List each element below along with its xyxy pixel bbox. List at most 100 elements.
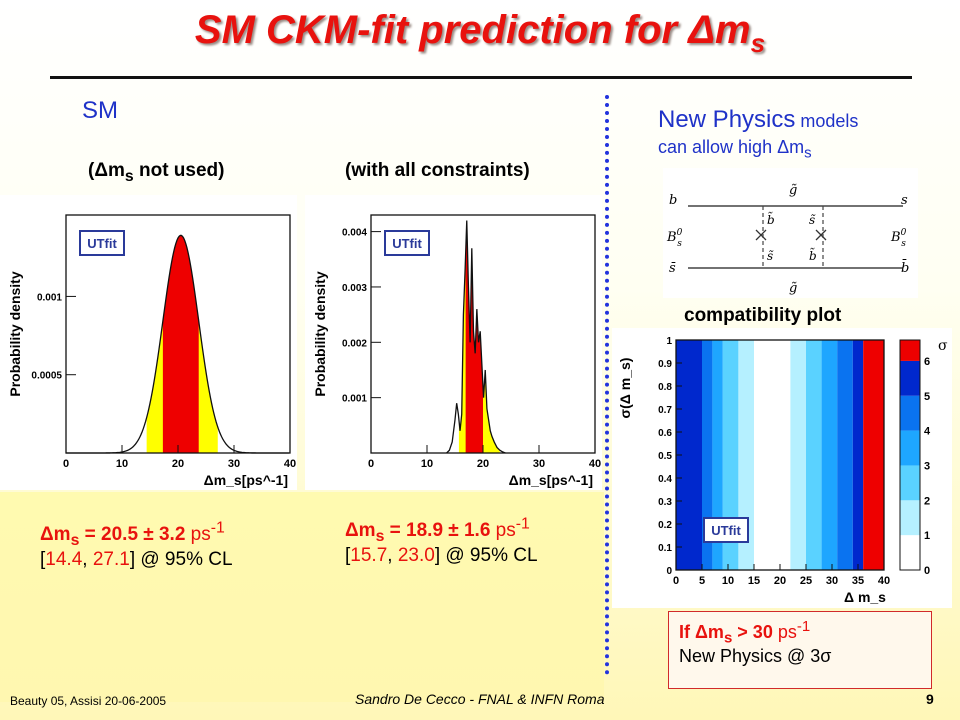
x-tick-label: 20: [774, 575, 786, 587]
sstrange-label-1: s̃: [767, 249, 774, 263]
gluino-bottom-label: g̃: [789, 281, 797, 296]
heatmap-band: [806, 340, 822, 570]
x-tick-label: 30: [533, 458, 545, 470]
y-tick-label: 0.6: [658, 428, 672, 439]
y-axis-label: Probability density: [7, 271, 23, 396]
heatmap-band: [837, 340, 853, 570]
utfit-logo-text: UTfit: [392, 236, 422, 251]
antiquark-s-label: s̄: [669, 261, 676, 276]
color-scale-step: [900, 395, 920, 431]
sstrange-label-2: s̃: [809, 213, 816, 227]
utfit-logo-text: UTfit: [87, 236, 117, 251]
x-tick-label: 5: [699, 575, 705, 587]
right-plot-caption: (with all constraints): [345, 160, 530, 181]
color-scale-step: [900, 340, 920, 361]
utfit-logo-frame: [79, 230, 125, 256]
color-scale-step: [900, 500, 920, 536]
density-curve: [446, 220, 506, 454]
utfit-logo-text: UTfit: [711, 523, 741, 538]
utfit-logo-frame: [703, 517, 749, 543]
x-tick-label: 15: [748, 575, 760, 587]
x-axis-label: Δ m_s: [844, 589, 886, 605]
y-tick-label: 0.9: [658, 359, 672, 370]
y-tick-label: 0.1: [658, 543, 672, 554]
x-tick-label: 0: [673, 575, 679, 587]
x-axis-label: Δm_s[ps^-1]: [509, 472, 593, 488]
y-tick-label: 0.002: [342, 338, 367, 349]
sbottom-label-1: b̃: [767, 211, 775, 227]
color-scale-label: 0: [924, 565, 930, 577]
quark-b-label: b: [669, 193, 677, 208]
x-tick-label: 10: [722, 575, 734, 587]
left-plot-caption: (Δms not used): [88, 160, 225, 185]
y-tick-label: 0.004: [342, 228, 367, 239]
result-left: Δms = 20.5 ± 3.2 ps-1 [14.4, 27.1] @ 95%…: [40, 519, 233, 570]
utfit-logo: UTfit: [384, 230, 430, 256]
x-tick-label: 40: [878, 575, 890, 587]
x-tick-label: 0: [63, 458, 69, 470]
x-tick-label: 30: [228, 458, 240, 470]
y-tick-label: 0.2: [658, 520, 672, 531]
compatibility-plot: 0 5 10 15 20 25 30 35 4000.10.20.30.40.50.60.70.…: [612, 328, 952, 608]
y-tick-label: 0.5: [658, 451, 672, 462]
new-physics-text: New Physics models can allow high Δms: [658, 106, 859, 162]
x-axis-label: Δm_s[ps^-1]: [204, 472, 288, 488]
color-scale-step: [900, 360, 920, 396]
z-axis-label: σ: [938, 338, 948, 354]
quark-s-label: s: [901, 193, 908, 208]
feynman-diagram: b s B0 s B0 s s̄ b̄ g̃ g̃ b̃ s̃ s̃ b̃: [663, 168, 918, 298]
color-scale-step: [900, 430, 920, 466]
utfit-logo-frame: [384, 230, 430, 256]
footer-conference: Beauty 05, Assisi 20-06-2005: [10, 694, 167, 708]
x-tick-label: 30: [826, 575, 838, 587]
heatmap-band: [738, 340, 754, 570]
y-tick-label: 0.4: [658, 474, 672, 485]
red-region: [465, 220, 483, 453]
color-scale-label: 2: [924, 495, 930, 507]
color-scale-label: 3: [924, 460, 930, 472]
heatmap-band: [712, 340, 723, 570]
y-tick-label: 0.0005: [31, 371, 62, 382]
y-tick-label: 1: [666, 336, 672, 347]
y-tick-label: 0.001: [342, 394, 367, 405]
heatmap-band: [863, 340, 884, 570]
red-region: [162, 235, 199, 453]
x-tick-label: 20: [172, 458, 184, 470]
heatmap-band: [821, 340, 838, 570]
slide-title: SM CKM-fit prediction for Δms: [194, 8, 766, 58]
title-underline: [50, 76, 912, 79]
page-number: 9: [926, 691, 934, 707]
bs-left-label: B0 s: [666, 228, 683, 249]
y-axis-label: Probability density: [312, 271, 328, 396]
heatmap-band: [702, 340, 713, 570]
sm-label: SM: [82, 97, 118, 124]
bs-right-label: B0 s: [890, 228, 907, 249]
x-tick-label: 40: [284, 458, 296, 470]
utfit-logo: UTfit: [79, 230, 125, 256]
x-tick-label: 10: [116, 458, 128, 470]
x-tick-label: 25: [800, 575, 812, 587]
y-tick-label: 0.7: [658, 405, 672, 416]
x-tick-label: 40: [589, 458, 601, 470]
utfit-logo: UTfit: [703, 517, 749, 543]
new-physics-3sigma: New Physics @ 3σ: [679, 646, 832, 666]
compatibility-plot-label: compatibility plot: [684, 305, 842, 326]
heatmap-band: [790, 340, 806, 570]
gluino-top-label: g̃: [789, 183, 797, 198]
y-tick-label: 0: [666, 566, 672, 577]
color-scale-frame: [899, 339, 921, 571]
probability-plot-sm-no-dms: 0 10 20 30 40 0.0005 0.001 Probability density Δ…: [0, 195, 297, 490]
new-physics-threshold-box: If Δms > 30 ps-1 New Physics @ 3σ: [668, 611, 932, 689]
color-scale-label: 5: [924, 391, 930, 403]
color-scale-step: [900, 535, 920, 570]
x-tick-label: 35: [852, 575, 864, 587]
y-tick-label: 0.003: [342, 283, 367, 294]
heatmap-band: [722, 340, 739, 570]
x-tick-label: 20: [477, 458, 489, 470]
x-tick-label: 10: [421, 458, 433, 470]
color-scale-label: 1: [924, 530, 930, 542]
color-scale-label: 4: [924, 426, 931, 438]
sbottom-label-2: b̃: [809, 247, 817, 263]
footer-author: Sandro De Cecco - FNAL & INFN Roma: [355, 691, 605, 707]
probability-plot-all-constraints: 0 10 20 30 40 0.001 0.002 0.003 0.004 Probability…: [305, 195, 602, 490]
